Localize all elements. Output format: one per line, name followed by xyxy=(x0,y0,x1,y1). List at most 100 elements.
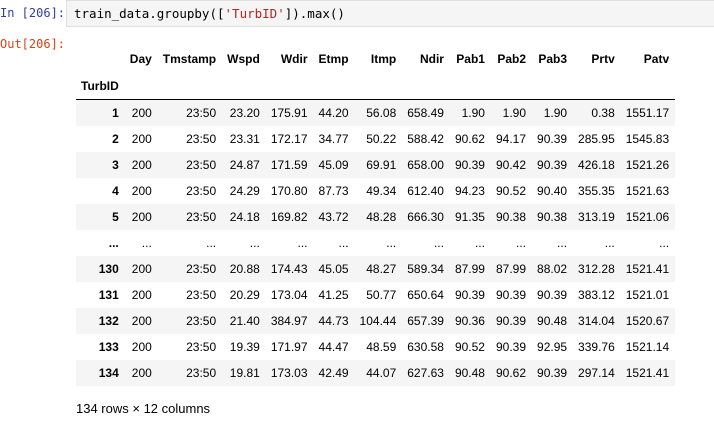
table-cell: 23:50 xyxy=(186,262,217,276)
row-index: 5 xyxy=(112,210,119,224)
table-cell: 23:50 xyxy=(186,366,217,380)
table-row: 130 200 23:50 20.88 174.43 45.05 48.27 589.34 87… xyxy=(76,256,676,282)
index-row-blank-cell xyxy=(222,73,266,100)
row-index: 2 xyxy=(112,132,119,146)
table-cell: 90.39 xyxy=(537,366,568,380)
row-index: 133 xyxy=(98,340,119,354)
code-suffix: ]).max() xyxy=(284,6,345,21)
table-body: 1 200 23:50 23.20 175.91 44.20 56.08 658.49 1.90… xyxy=(76,99,676,386)
table-cell: 1521.01 xyxy=(625,288,670,302)
index-name-row: TurbID xyxy=(76,73,676,100)
table-cell: ... xyxy=(249,236,260,250)
index-row-blank-cell xyxy=(354,73,403,100)
row-index: 132 xyxy=(98,314,119,328)
table-cell: 23:50 xyxy=(186,314,217,328)
table-cell: 171.97 xyxy=(270,340,308,354)
table-cell: 297.14 xyxy=(578,366,615,380)
table-cell: 1521.06 xyxy=(625,210,670,224)
table-cell: 41.25 xyxy=(318,288,349,302)
column-header: Prtv xyxy=(591,52,615,66)
index-row-blank-cell xyxy=(620,73,676,100)
table-cell: 45.09 xyxy=(318,158,349,172)
table-cell: 90.52 xyxy=(495,184,527,198)
table-cell: 658.49 xyxy=(407,106,444,120)
table-cell: 90.48 xyxy=(537,314,568,328)
table-cell: 90.48 xyxy=(454,366,485,380)
table-cell: 90.39 xyxy=(495,314,527,328)
table-row: 131 200 23:50 20.29 173.04 41.25 50.77 650.64 90… xyxy=(76,282,675,308)
table-cell: 658.00 xyxy=(407,158,444,172)
table-cell: 90.40 xyxy=(537,184,568,198)
table-cell: 23.20 xyxy=(229,106,260,120)
index-row-blank-cell xyxy=(490,73,533,100)
index-row-blank-cell xyxy=(532,73,574,100)
table-row: 4 200 23:50 24.29 170.80 87.73 49.34 612.40 94.2… xyxy=(76,178,675,204)
row-index: ... xyxy=(108,236,119,250)
table-cell: ... xyxy=(604,236,615,250)
table-cell: 56.08 xyxy=(366,106,397,120)
table-cell: 90.39 xyxy=(495,340,527,354)
table-cell: 200 xyxy=(131,158,152,172)
table-cell: 90.36 xyxy=(454,314,485,328)
table-cell: 21.40 xyxy=(229,314,260,328)
table-cell: ... xyxy=(474,236,485,250)
table-cell: 200 xyxy=(131,106,152,120)
row-index: 4 xyxy=(112,184,119,198)
column-header: Ndir xyxy=(419,52,444,66)
table-cell: 44.20 xyxy=(318,106,349,120)
index-row-blank-cell xyxy=(449,73,491,100)
table-row: 3 200 23:50 24.87 171.59 45.09 69.91 658.00 90.3… xyxy=(76,152,676,178)
index-row-blank-cell xyxy=(265,73,314,100)
code-text: train_data.groupby(['TurbID']).max() xyxy=(74,6,345,21)
table-cell: 200 xyxy=(131,314,152,328)
table-cell: 48.28 xyxy=(366,210,397,224)
table-cell: 200 xyxy=(131,132,152,146)
table-cell: 355.35 xyxy=(578,184,615,198)
table-cell: ... xyxy=(297,236,308,250)
table-cell: 104.44 xyxy=(359,314,397,328)
table-cell: 175.91 xyxy=(270,106,308,120)
table-cell: 23:50 xyxy=(186,184,217,198)
table-cell: 630.58 xyxy=(407,340,444,354)
table-cell: 169.82 xyxy=(270,210,308,224)
table-row: 2 200 23:50 23.31 172.17 34.77 50.22 588.42 90.6… xyxy=(76,126,675,152)
table-cell: 90.39 xyxy=(495,288,527,302)
table-cell: 90.39 xyxy=(454,158,485,172)
row-index: 3 xyxy=(112,158,119,172)
table-cell: 90.39 xyxy=(537,158,568,172)
table-cell: ... xyxy=(516,236,527,250)
column-header-row: Day Tmstamp Wspd Wdir Etmp Itmp Ndir Pab1 Pab2 Pa… xyxy=(76,46,675,73)
table-cell: 200 xyxy=(131,366,152,380)
output-prompt: Out[206]: xyxy=(0,37,66,51)
table-cell: 24.18 xyxy=(229,210,260,224)
table-cell: 1521.14 xyxy=(625,340,670,354)
index-row-blank-cell xyxy=(573,73,621,100)
column-header: Etmp xyxy=(318,52,349,66)
index-row-blank-cell xyxy=(124,73,158,100)
table-cell: 91.35 xyxy=(454,210,485,224)
table-cell: 69.91 xyxy=(366,158,397,172)
index-row-blank-cell xyxy=(402,73,450,100)
table-cell: 384.97 xyxy=(270,314,308,328)
table-cell: 90.39 xyxy=(537,288,568,302)
table-cell: 1521.41 xyxy=(625,366,670,380)
table-cell: 44.07 xyxy=(366,366,397,380)
table-row: ....................................... xyxy=(76,230,675,256)
table-cell: 173.03 xyxy=(270,366,308,380)
table-cell: 23.31 xyxy=(229,132,260,146)
table-cell: 90.39 xyxy=(537,132,568,146)
table-cell: 24.87 xyxy=(229,158,260,172)
row-index: 131 xyxy=(98,288,119,302)
index-name: TurbID xyxy=(76,73,125,100)
table-cell: 627.63 xyxy=(407,366,444,380)
column-header: Wspd xyxy=(227,52,260,66)
table-cell: 90.42 xyxy=(495,158,527,172)
table-cell: 20.88 xyxy=(229,262,260,276)
row-index: 1 xyxy=(112,106,119,120)
table-cell: 285.95 xyxy=(578,132,615,146)
table-cell: 87.99 xyxy=(495,262,527,276)
code-cell-editor[interactable]: train_data.groupby(['TurbID']).max() xyxy=(66,0,714,27)
table-cell: 24.29 xyxy=(229,184,260,198)
table-cell: ... xyxy=(433,236,444,250)
table-cell: 87.99 xyxy=(454,262,485,276)
